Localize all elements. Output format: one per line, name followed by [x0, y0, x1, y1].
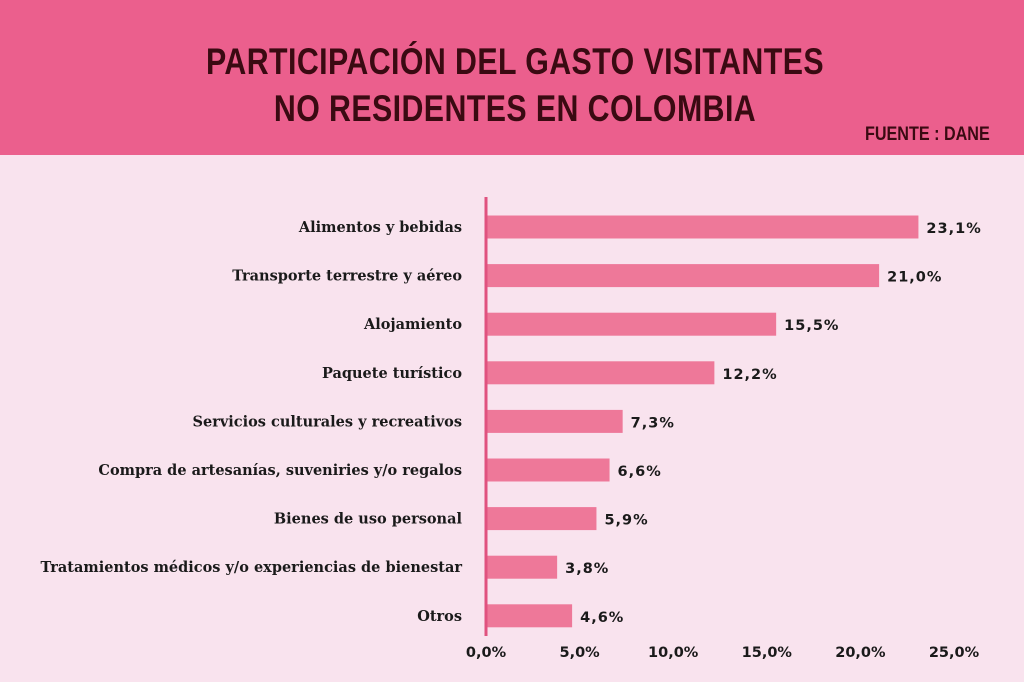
title-line-1: PARTICIPACIÓN DEL GASTO VISITANTES — [206, 41, 824, 82]
bar-6 — [486, 507, 597, 531]
x-tick-label-3: 15,0% — [742, 645, 793, 661]
bar-7 — [486, 555, 558, 579]
bar-5 — [486, 458, 610, 482]
x-tick-label-2: 10,0% — [648, 645, 699, 661]
bar-8 — [486, 604, 573, 628]
value-label-6: 5,9% — [604, 513, 648, 529]
title-line-2: NO RESIDENTES EN COLOMBIA — [273, 88, 757, 129]
value-label-8: 4,6% — [580, 610, 624, 626]
category-label-8: Otros — [417, 608, 462, 625]
category-label-1: Transporte terrestre y aéreo — [232, 268, 462, 285]
x-tick-label-5: 25,0% — [929, 645, 980, 661]
category-label-6: Bienes de uso personal — [274, 511, 463, 528]
category-label-7: Tratamientos médicos y/o experiencias de… — [41, 559, 463, 576]
category-label-4: Servicios culturales y recreativos — [193, 413, 462, 430]
category-label-5: Compra de artesanías, suveniries y/o reg… — [98, 462, 462, 479]
bar-3 — [486, 361, 715, 385]
x-tick-label-1: 5,0% — [559, 645, 600, 661]
category-label-2: Alojamiento — [363, 316, 462, 333]
bar-1 — [486, 264, 880, 288]
value-label-3: 12,2% — [722, 367, 777, 383]
bar-4 — [486, 409, 623, 433]
value-label-0: 23,1% — [926, 221, 981, 237]
value-label-1: 21,0% — [887, 270, 942, 286]
category-label-3: Paquete turístico — [322, 365, 462, 382]
category-label-0: Alimentos y bebidas — [298, 219, 462, 236]
x-tick-label-0: 0,0% — [466, 645, 507, 661]
value-label-5: 6,6% — [618, 464, 662, 480]
value-label-7: 3,8% — [565, 561, 609, 577]
bar-2 — [486, 312, 777, 336]
source-label: FUENTE : DANE — [865, 124, 990, 145]
header-banner: PARTICIPACIÓN DEL GASTO VISITANTES NO RE… — [0, 0, 1024, 155]
value-label-2: 15,5% — [784, 318, 839, 334]
x-tick-label-4: 20,0% — [835, 645, 886, 661]
chart-title: PARTICIPACIÓN DEL GASTO VISITANTES NO RE… — [93, 38, 938, 132]
value-label-4: 7,3% — [631, 415, 675, 431]
bar-0 — [486, 215, 919, 239]
